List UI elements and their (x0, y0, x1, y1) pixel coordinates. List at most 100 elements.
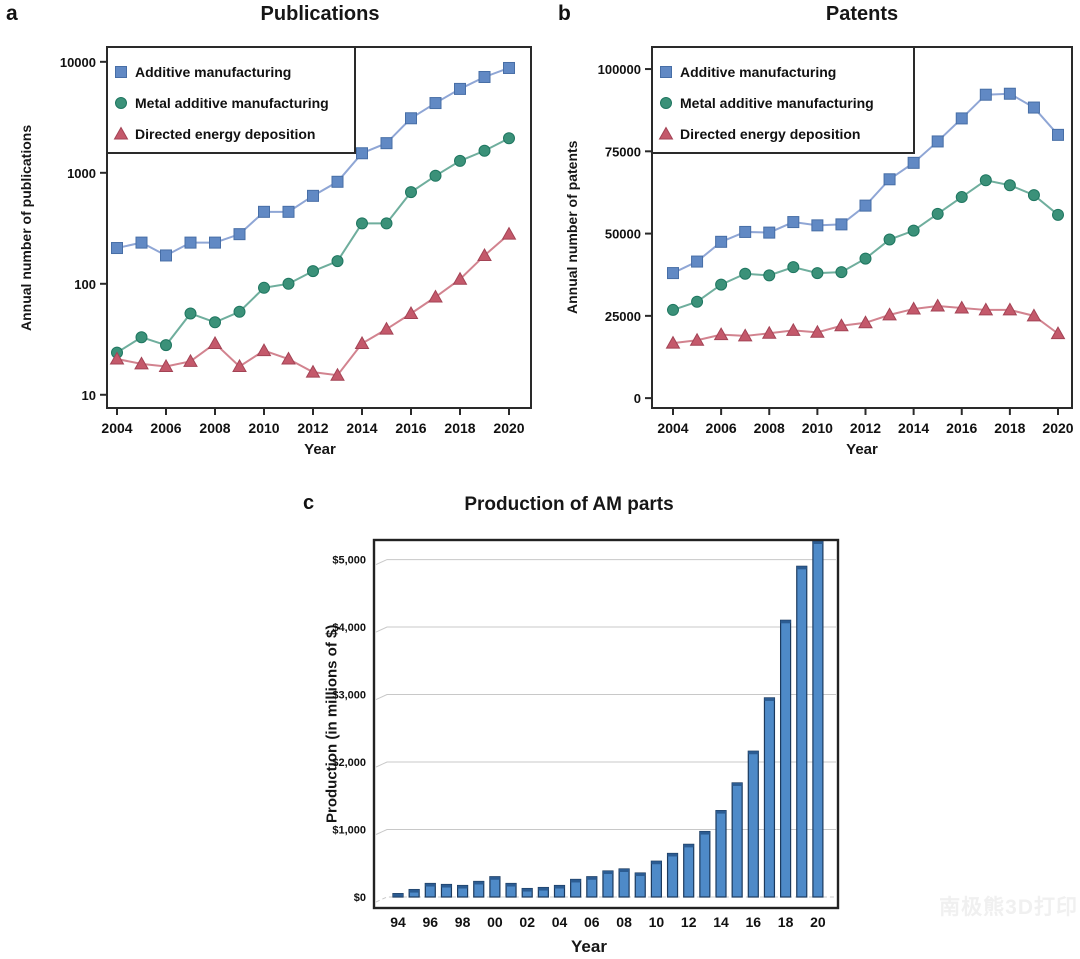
bar-95 (408, 888, 420, 898)
x-tick-label: 02 (519, 914, 535, 930)
y-tick-label: 75000 (605, 144, 641, 159)
legend-label: Additive manufacturing (680, 64, 836, 80)
x-tick-label: 96 (423, 914, 439, 930)
legend-label: Additive manufacturing (135, 64, 291, 80)
publications-xlabel: Year (304, 441, 336, 458)
bar-18 (779, 619, 792, 898)
legend-label: Metal additive manufacturing (680, 95, 874, 111)
bar-13 (699, 830, 711, 898)
am-production-xlabel: Year (571, 937, 607, 956)
x-tick-label: 06 (584, 914, 600, 930)
bar-15 (731, 782, 743, 898)
bar-08 (618, 868, 630, 898)
x-tick-label: 98 (455, 914, 471, 930)
x-tick-label: 2008 (754, 420, 785, 436)
x-tick-label: 2020 (1042, 420, 1073, 436)
bar-14 (715, 810, 727, 898)
bar-17 (763, 697, 776, 898)
x-tick-label: 10 (649, 914, 665, 930)
x-tick-label: 08 (616, 914, 632, 930)
patents-chart: 0 25000 50000 75000 100000 2004 2006 2008 2010 20… (598, 46, 1074, 436)
y-tick-label: $3,000 (332, 690, 366, 702)
y-tick-label: 10 (82, 388, 96, 403)
legend-label: Directed energy deposition (680, 126, 860, 142)
bar-11 (666, 852, 679, 898)
x-tick-label: 2014 (346, 420, 377, 436)
x-tick-label: 2004 (101, 420, 132, 436)
publications-chart: 10 100 1000 10000 2004 2006 2008 2010 2012 2014 20… (60, 46, 532, 436)
x-tick-label: 2018 (444, 420, 475, 436)
bar-98 (457, 884, 469, 898)
bar-96 (424, 882, 436, 898)
x-tick-label: 2008 (199, 420, 230, 436)
watermark: 南极熊3D打印 (939, 896, 1078, 919)
y-tick-label: $4,000 (332, 622, 366, 634)
bar-12 (683, 843, 695, 898)
x-tick-label: 2016 (395, 420, 426, 436)
am-production-title: Production of AM parts (464, 494, 674, 515)
x-tick-label: 2012 (297, 420, 328, 436)
x-tick-label: 04 (552, 914, 568, 930)
panel-label-c: c (303, 492, 315, 514)
panel-label-b: b (558, 2, 571, 25)
legend-label: Directed energy deposition (135, 126, 315, 142)
bar-16 (747, 750, 759, 898)
panel-label-a: a (6, 2, 18, 25)
bar-00 (489, 876, 501, 898)
x-tick-label: 2010 (248, 420, 279, 436)
y-tick-label: $2,000 (332, 757, 366, 769)
x-tick-label: 2018 (994, 420, 1025, 436)
y-tick-label: 10000 (60, 55, 96, 70)
series-circle (667, 174, 1064, 316)
x-tick-label: 2006 (150, 420, 181, 436)
x-tick-label: 20 (810, 914, 826, 930)
x-tick-label: 2010 (802, 420, 833, 436)
x-tick-label: 2016 (946, 420, 977, 436)
y-tick-label: 100 (74, 277, 96, 292)
y-tick-label: 50000 (605, 227, 641, 242)
y-tick-label: 25000 (605, 309, 641, 324)
legend: Additive manufacturing Metal additive man… (106, 46, 356, 154)
bar-03 (537, 886, 549, 898)
x-tick-label: 18 (778, 914, 794, 930)
y-tick-label: $0 (354, 892, 366, 904)
bar-19 (796, 565, 808, 898)
series-triangle (109, 226, 517, 381)
x-tick-label: 12 (681, 914, 697, 930)
patents-title: Patents (825, 3, 899, 25)
legend-label: Metal additive manufacturing (135, 95, 329, 111)
x-tick-label: 14 (713, 914, 729, 930)
bar-09 (634, 872, 646, 898)
bar-07 (602, 870, 614, 898)
x-tick-label: 94 (390, 914, 406, 930)
bar-05 (570, 878, 582, 898)
bar-20 (812, 540, 824, 898)
series-square (111, 61, 515, 262)
x-tick-label: 2020 (493, 420, 524, 436)
bar-94 (392, 893, 404, 898)
bar-10 (650, 860, 663, 898)
am_parts_production-chart: $0 $1,000 $2,000 $3,000 $4,000 $5,000 94 96 98 00… (332, 538, 840, 930)
bar-02 (521, 887, 533, 898)
patents-xlabel: Year (846, 441, 878, 458)
bar-97 (440, 883, 453, 898)
x-tick-label: 2012 (850, 420, 881, 436)
bar-01 (505, 882, 517, 898)
series-square (667, 87, 1064, 280)
x-tick-label: 00 (487, 914, 503, 930)
x-tick-label: 2014 (898, 420, 929, 436)
x-tick-label: 16 (746, 914, 762, 930)
y-tick-label: 1000 (67, 166, 96, 181)
y-tick-label: 100000 (598, 62, 641, 77)
x-tick-label: 2004 (657, 420, 688, 436)
y-tick-label: $1,000 (332, 825, 366, 837)
legend: Additive manufacturing Metal additive man… (651, 46, 915, 154)
series-triangle (665, 298, 1066, 349)
bar-99 (473, 880, 485, 898)
bar-06 (586, 876, 598, 898)
bar-04 (553, 884, 566, 898)
x-tick-label: 2006 (706, 420, 737, 436)
y-tick-label: $5,000 (332, 555, 366, 567)
